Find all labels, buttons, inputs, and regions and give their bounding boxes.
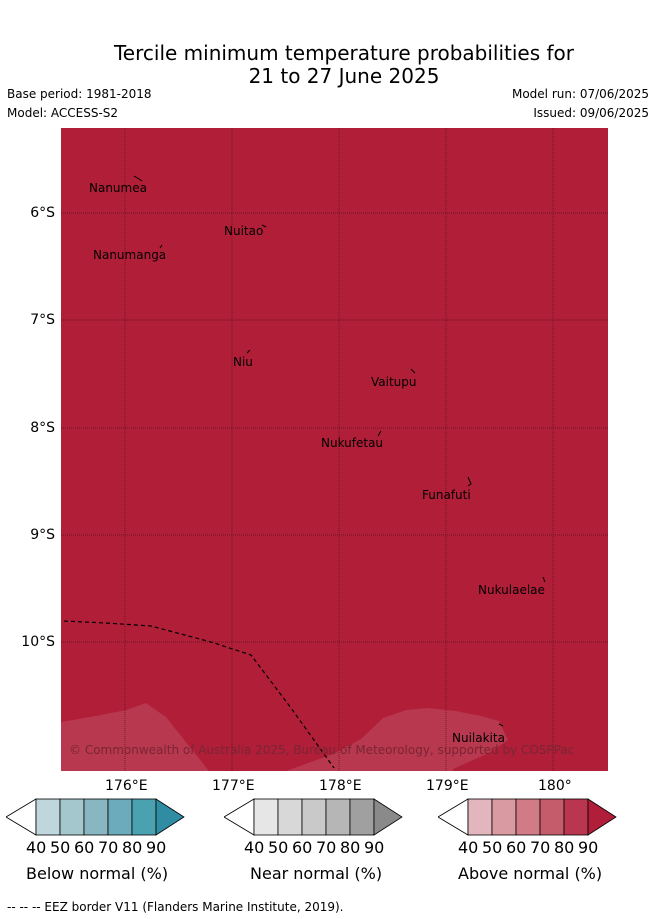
- colorbar-near-tick-label: 60: [292, 838, 313, 857]
- island-nukufetau: [377, 430, 382, 437]
- colorbar-near-tick-label: 80: [340, 838, 361, 857]
- colorbar-below-segment: [107, 798, 133, 836]
- colorbar-above-segment: [491, 798, 517, 836]
- model-run: Model run: 07/06/2025: [511, 87, 649, 101]
- colorbar-near-tick-label: 70: [316, 838, 337, 857]
- lon-label-176e: 176°E: [105, 778, 148, 794]
- lon-label-177e: 177°E: [212, 778, 255, 794]
- colorbar-near-ticks: 40 50 60 70 80 90: [224, 838, 430, 858]
- island-nuitao: [261, 224, 267, 228]
- colorbar-below-tick-label: 50: [50, 838, 71, 857]
- model-name: Model: ACCESS-S2: [7, 106, 119, 120]
- colorbar-above-tick-label: 80: [554, 838, 575, 857]
- base-period: Base period: 1981-2018: [7, 87, 152, 101]
- island-shapes: [133, 175, 546, 727]
- above-normal-area: [61, 128, 608, 771]
- colorbar-below-tick-label: 60: [74, 838, 95, 857]
- colorbar-near-segment: [349, 798, 375, 836]
- colorbar-above-low-extension: [438, 798, 469, 836]
- colorbar-above-tick-label: 60: [506, 838, 527, 857]
- eez-border: [63, 620, 335, 769]
- colorbar-near-normal: [224, 798, 403, 836]
- lat-label-9s: 9°S: [30, 527, 55, 543]
- colorbar-above-tick-label: 90: [578, 838, 599, 857]
- colorbar-below-high-extension: [155, 798, 185, 836]
- colorbar-near-segment: [253, 798, 279, 836]
- lon-label-180: 180°: [538, 778, 572, 794]
- colorbar-above-tick-label: 40: [458, 838, 479, 857]
- colorbar-below-segment: [83, 798, 109, 836]
- place-label-niu: Niu: [233, 355, 253, 369]
- colorbar-near-segment: [277, 798, 303, 836]
- island-nukulaelae: [542, 576, 546, 583]
- colorbar-above-tick-label: 50: [482, 838, 503, 857]
- below-normal-label: Below normal (%): [26, 864, 169, 883]
- colorbar-above-segment: [563, 798, 589, 836]
- lighter-probability-patch-west: [61, 703, 209, 771]
- colorbar-near-segment: [301, 798, 327, 836]
- lat-label-6s: 6°S: [30, 205, 55, 221]
- above-normal-label: Above normal (%): [458, 864, 603, 883]
- probability-map: Nanumea Nuitao Nanumanga Niu Vaitupu Nuk…: [61, 128, 608, 771]
- colorbar-below-ticks: 40 50 60 70 80 90: [6, 838, 212, 858]
- colorbar-below-tick-label: 90: [146, 838, 167, 857]
- island-niu: [246, 349, 251, 354]
- near-normal-label: Near normal (%): [250, 864, 383, 883]
- issued-date: Issued: 09/06/2025: [533, 106, 649, 120]
- place-label-nanumea: Nanumea: [89, 181, 147, 195]
- lat-label-8s: 8°S: [30, 420, 55, 436]
- island-vaitupu: [410, 368, 416, 374]
- place-label-funafuti: Funafuti: [422, 488, 471, 502]
- lat-label-7s: 7°S: [30, 312, 55, 328]
- colorbar-above-high-extension: [587, 798, 617, 836]
- colorbar-above-segment: [467, 798, 493, 836]
- colorbar-near-tick-label: 50: [268, 838, 289, 857]
- colorbar-below-segment: [35, 798, 61, 836]
- colorbar-above-segment: [515, 798, 541, 836]
- colorbar-above-segment: [539, 798, 565, 836]
- island-nanumanga: [159, 244, 163, 249]
- place-label-nanumanga: Nanumanga: [93, 248, 166, 262]
- map-title-line2: 21 to 27 June 2025: [248, 64, 440, 88]
- colorbar-below-tick-label: 70: [98, 838, 119, 857]
- place-label-nuitao: Nuitao: [224, 224, 263, 238]
- colorbar-near-segment: [325, 798, 351, 836]
- colorbar-below-tick-label: 40: [26, 838, 47, 857]
- lon-label-179e: 179°E: [426, 778, 469, 794]
- lat-label-10s: 10°S: [21, 634, 55, 650]
- map-title-line1: Tercile minimum temperature probabilitie…: [113, 41, 575, 65]
- place-label-nuilakita: Nuilakita: [452, 731, 505, 745]
- place-label-nukulaelae: Nukulaelae: [478, 583, 545, 597]
- colorbar-below-tick-label: 80: [122, 838, 143, 857]
- island-nanumea: [133, 175, 143, 182]
- colorbar-near-tick-label: 40: [244, 838, 265, 857]
- place-label-vaitupu: Vaitupu: [371, 375, 417, 389]
- colorbar-above-ticks: 40 50 60 70 80 90: [438, 838, 644, 858]
- colorbar-below-low-extension: [6, 798, 37, 836]
- copyright-notice: © Commonwealth of Australia 2025, Bureau…: [69, 743, 574, 757]
- island-funafuti: [467, 476, 472, 487]
- colorbar-above-tick-label: 70: [530, 838, 551, 857]
- eez-border-legend: -- -- -- EEZ border V11 (Flanders Marine…: [7, 900, 344, 914]
- colorbar-above-normal: [438, 798, 617, 836]
- place-label-nukufetau: Nukufetau: [321, 436, 383, 450]
- island-nuilakita: [498, 723, 504, 727]
- lighter-probability-patch-east: [286, 708, 508, 771]
- colorbar-near-tick-label: 90: [364, 838, 385, 857]
- colorbar-near-low-extension: [224, 798, 255, 836]
- colorbar-below-segment: [131, 798, 157, 836]
- colorbar-near-high-extension: [373, 798, 403, 836]
- colorbar-below-normal: [6, 798, 185, 836]
- lon-label-178e: 178°E: [319, 778, 362, 794]
- colorbar-below-segment: [59, 798, 85, 836]
- place-labels: Nanumea Nuitao Nanumanga Niu Vaitupu Nuk…: [89, 181, 545, 745]
